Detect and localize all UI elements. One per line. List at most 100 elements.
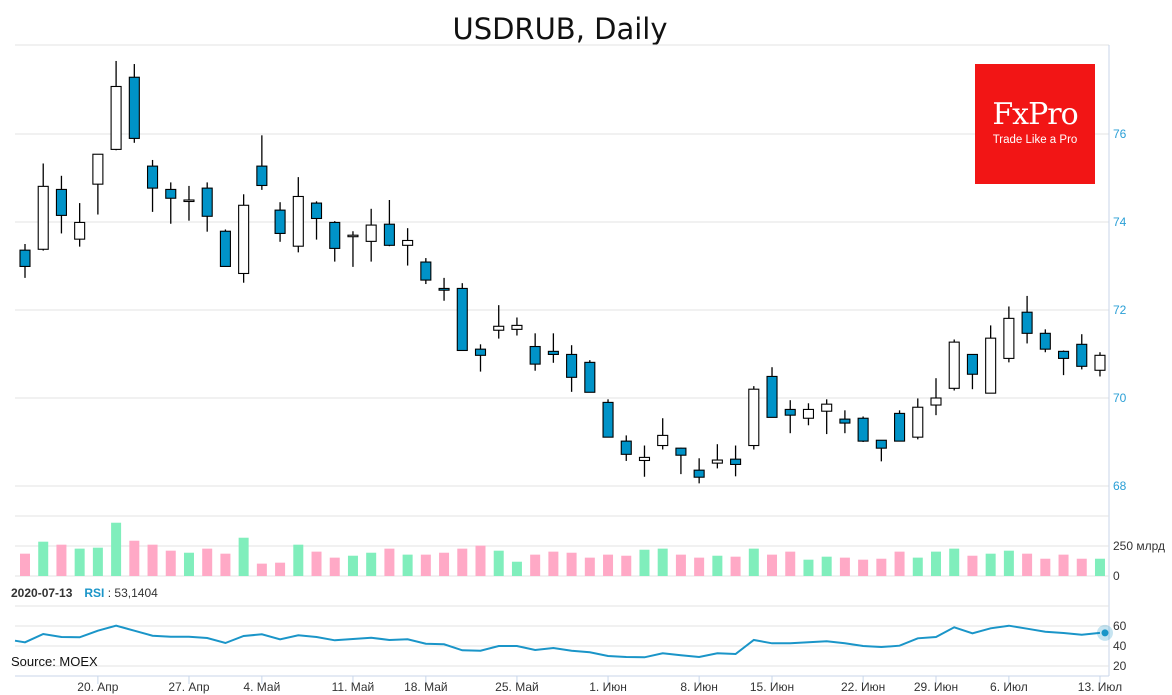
candle-bearish [766, 375, 778, 418]
candle-bullish [985, 337, 997, 394]
x-tick-label: 1. Июн [589, 680, 627, 694]
volume-tick-label: 0 [1113, 569, 1120, 583]
volume-bar [202, 548, 213, 576]
candle-bearish [310, 202, 323, 220]
volume-bar [147, 544, 158, 576]
candle-bearish [128, 76, 140, 139]
candle-bullish [511, 324, 523, 330]
candle-bearish [857, 417, 869, 442]
candle-bearish [456, 287, 468, 352]
candle-bearish [1057, 350, 1070, 359]
volume-bar [457, 548, 468, 576]
price-tick-label: 72 [1113, 303, 1127, 317]
volume-bar [748, 548, 759, 576]
candle-bearish [383, 223, 395, 246]
volume-bar [92, 547, 103, 576]
rsi-separator: : [104, 586, 115, 600]
candle-bullish [802, 408, 815, 419]
volume-bar [694, 557, 705, 576]
volume-bar [165, 550, 176, 576]
price-tick-label: 70 [1113, 391, 1127, 405]
candle-bearish [584, 361, 596, 393]
candle-bearish [675, 447, 687, 456]
candle-bullish [74, 221, 86, 240]
candle-bullish [365, 224, 377, 242]
x-tick-label: 8. Июн [680, 680, 718, 694]
rsi-line [14, 624, 1101, 659]
candle-bearish [146, 165, 159, 189]
candle-bearish [730, 458, 742, 465]
candle-bearish [966, 353, 978, 375]
x-tick-label: 15. Июн [750, 680, 794, 694]
candle-bullish [92, 153, 104, 185]
volume-bar [894, 551, 905, 576]
volume-bar [949, 548, 960, 576]
volume-bar [475, 545, 486, 576]
candle-bullish [402, 239, 414, 246]
x-tick-label: 29. Июн [914, 680, 958, 694]
volume-bar [20, 553, 30, 576]
volume-bar [821, 556, 832, 576]
candle-bullish [1094, 354, 1106, 371]
rsi-tick-label: 40 [1113, 639, 1127, 653]
x-tick-label: 4. Май [243, 680, 280, 694]
candle-bearish [602, 401, 614, 438]
volume-bar [329, 557, 340, 576]
volume-bar [74, 548, 85, 576]
chart-title: USDRUB, Daily [452, 12, 668, 46]
volume-bar [584, 557, 595, 576]
candle-bearish [165, 188, 177, 199]
price-tick-label: 68 [1113, 479, 1127, 493]
volume-bar [1058, 554, 1069, 576]
volume-bar [293, 544, 304, 576]
candle-bearish [256, 165, 268, 187]
x-tick-label: 20. Апр [77, 680, 119, 694]
price-tick-label: 76 [1113, 127, 1127, 141]
volume-bar [785, 551, 796, 576]
volume-bar [220, 553, 231, 576]
x-tick-label: 11. Май [332, 680, 375, 694]
candle-bearish [219, 230, 231, 267]
rsi-value: 53,1404 [114, 586, 158, 600]
candle-bullish [347, 234, 359, 238]
volume-bar [657, 548, 668, 576]
candle-bearish [201, 187, 213, 217]
candle-bearish [620, 440, 632, 455]
volume-bar [111, 522, 122, 576]
volume-bar [639, 549, 650, 576]
volume-bar [767, 554, 778, 576]
volume-bar [439, 552, 450, 576]
volume-bar [858, 559, 869, 576]
rsi-date: 2020-07-13 [11, 586, 73, 600]
candle-bullish [657, 434, 669, 447]
volume-bar [1022, 553, 1033, 576]
rsi-tick-label: 60 [1113, 619, 1127, 633]
volume-bar [730, 556, 741, 576]
volume-bar [275, 562, 286, 576]
volume-bar [1076, 558, 1087, 576]
volume-bar [256, 563, 267, 576]
x-tick-label: 6. Июл [990, 680, 1028, 694]
candle-bearish [55, 188, 67, 216]
volume-bar [548, 551, 559, 576]
volume-bar [511, 561, 522, 576]
candle-bullish [493, 325, 505, 331]
volume-bar [621, 555, 632, 576]
candle-bearish [274, 209, 286, 234]
price-tick-label: 74 [1113, 215, 1127, 229]
candle-bullish [912, 406, 924, 438]
candle-bullish [238, 204, 250, 275]
fxpro-logo: FxPro Trade Like a Pro [975, 64, 1095, 184]
volume-bar [839, 557, 850, 576]
volume-bar [311, 551, 322, 576]
x-tick-label: 13. Июл [1078, 680, 1122, 694]
volume-tick-label: 250 млрд [1113, 539, 1165, 553]
source-label: Source: MOEX [11, 654, 98, 669]
rsi-label: RSI [84, 586, 105, 600]
volume-bar [493, 550, 504, 576]
candle-bearish [839, 418, 851, 424]
candle-bearish [693, 469, 705, 478]
x-tick-label: 18. Май [404, 680, 448, 694]
volume-bar [1040, 558, 1051, 576]
